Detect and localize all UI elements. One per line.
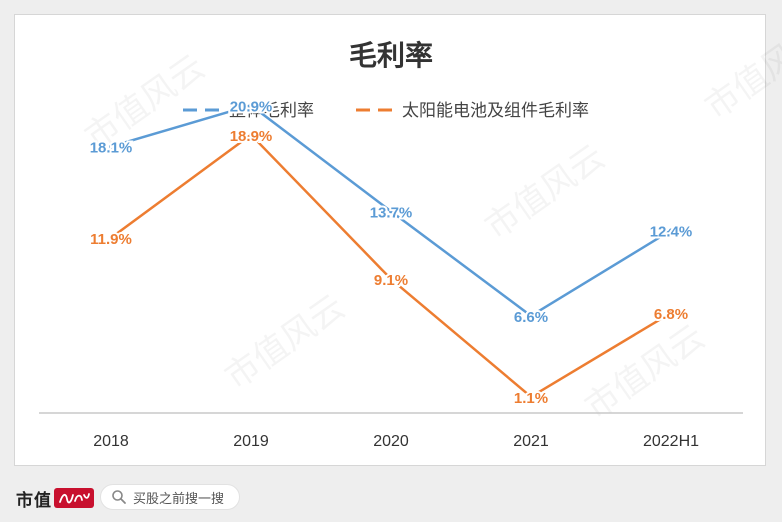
search-icon — [112, 490, 126, 504]
data-point — [249, 132, 253, 137]
data-point — [669, 228, 673, 233]
data-label: 6.6% — [514, 309, 548, 326]
brand-logo[interactable]: 市值 — [16, 486, 94, 511]
data-point — [529, 394, 533, 399]
search-placeholder: 买股之前搜一搜 — [133, 490, 225, 506]
data-point — [389, 277, 393, 282]
data-label: 12.4% — [650, 223, 693, 240]
data-point — [669, 310, 673, 315]
series-line — [110, 133, 672, 399]
footer: 市值 买股之前搜一搜 — [0, 474, 782, 522]
data-point — [249, 103, 253, 108]
data-label: 20.9% — [230, 98, 273, 115]
data-label: 9.1% — [374, 272, 408, 289]
data-label: 11.9% — [90, 231, 132, 248]
data-label: 18.1% — [90, 140, 133, 157]
data-label: 13.7% — [370, 204, 413, 221]
x-tick-label: 2019 — [233, 433, 269, 450]
x-tick-label: 2020 — [373, 433, 409, 450]
data-point — [109, 235, 113, 240]
data-label: 6.8% — [654, 306, 688, 323]
brand-name: 市值 — [16, 490, 52, 511]
data-point — [389, 209, 393, 214]
search-input[interactable]: 买股之前搜一搜 — [100, 484, 240, 510]
data-label: 18.9% — [230, 128, 273, 145]
x-tick-label: 2022H1 — [643, 433, 699, 450]
data-point — [529, 313, 533, 318]
x-tick-label: 2018 — [93, 433, 129, 450]
chart-panel: 市值风云 市值风云 市值风云 市值风云 市值风云 毛利率整体毛利率太阳能电池及组… — [14, 14, 782, 466]
x-tick-label: 2021 — [513, 433, 549, 450]
chart-title: 毛利率 — [349, 39, 433, 71]
fengyun-logo-icon — [54, 488, 94, 508]
data-label: 1.1% — [514, 390, 548, 407]
legend-label: 太阳能电池及组件毛利率 — [402, 101, 589, 120]
data-point — [109, 144, 113, 149]
